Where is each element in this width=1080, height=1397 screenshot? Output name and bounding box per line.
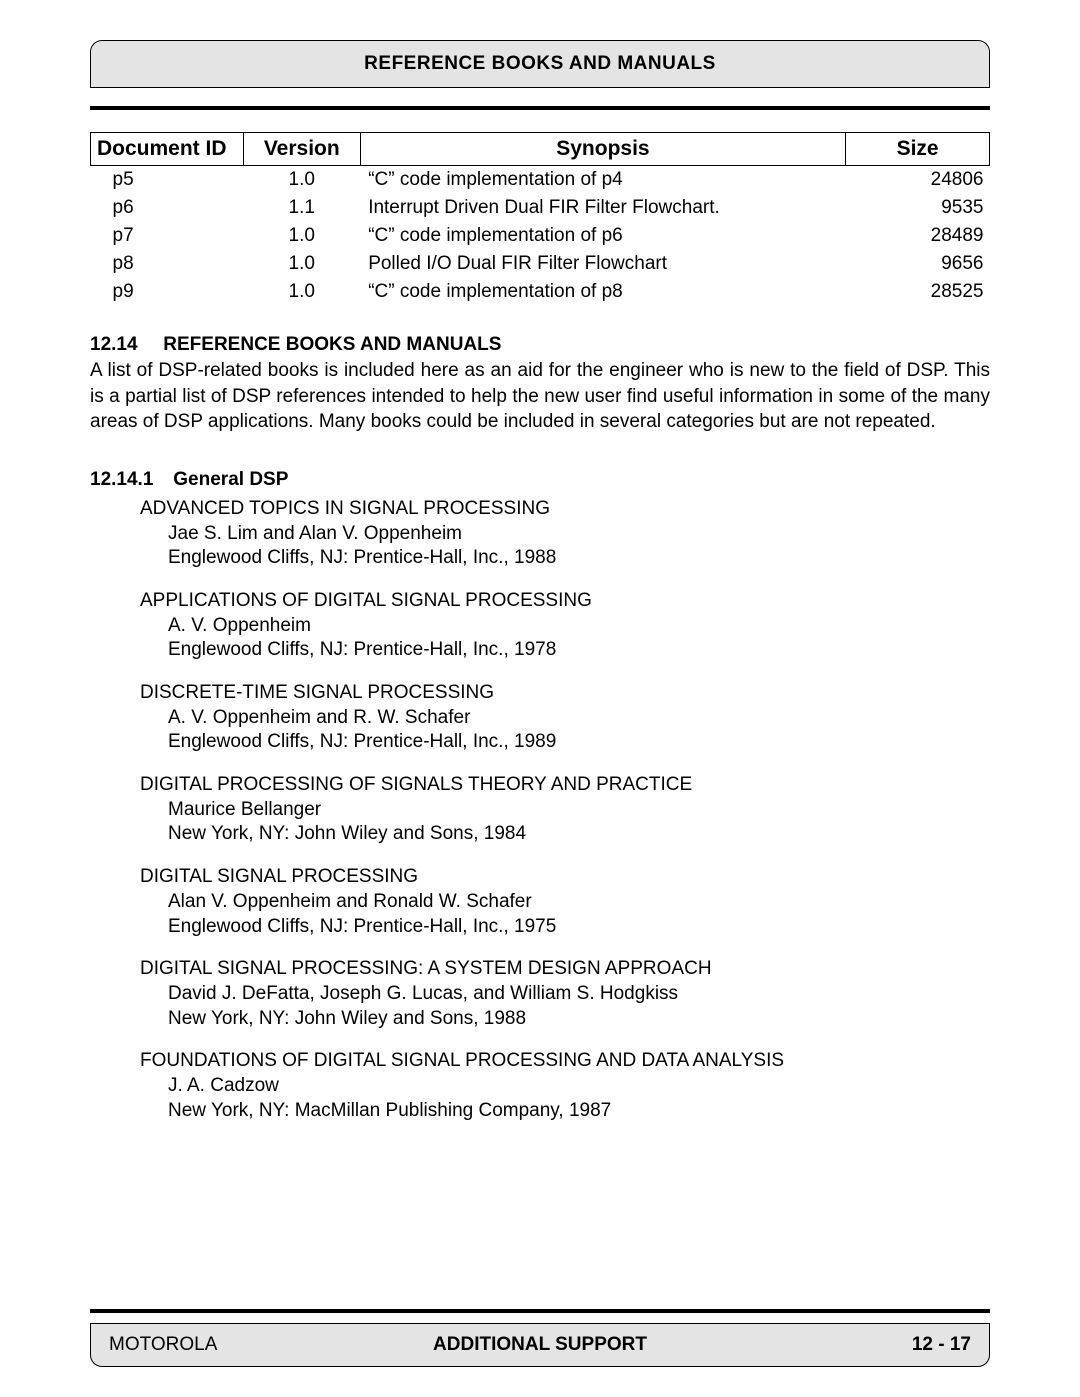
book-entry: DIGITAL SIGNAL PROCESSING: A SYSTEM DESI… [140, 957, 990, 1031]
cell-size: 9535 [846, 194, 990, 222]
book-author: A. V. Oppenheim [140, 614, 990, 639]
page-header: REFERENCE BOOKS AND MANUALS [90, 40, 990, 88]
book-title: ADVANCED TOPICS IN SIGNAL PROCESSING [140, 497, 990, 522]
document-table: Document ID Version Synopsis Size p5 1.0… [90, 132, 990, 306]
page-header-title: REFERENCE BOOKS AND MANUALS [364, 53, 716, 74]
book-pub: Englewood Cliffs, NJ: Prentice-Hall, Inc… [140, 730, 990, 755]
subsection-number: 12.14.1 [90, 469, 168, 491]
book-entry: FOUNDATIONS OF DIGITAL SIGNAL PROCESSING… [140, 1049, 990, 1123]
book-entry: DIGITAL SIGNAL PROCESSING Alan V. Oppenh… [140, 865, 990, 939]
book-pub: New York, NY: MacMillan Publishing Compa… [140, 1099, 990, 1124]
section-heading: 12.14 REFERENCE BOOKS AND MANUALS [90, 334, 990, 356]
book-entry: APPLICATIONS OF DIGITAL SIGNAL PROCESSIN… [140, 589, 990, 663]
bottom-rule [90, 1309, 990, 1313]
book-pub: New York, NY: John Wiley and Sons, 1988 [140, 1007, 990, 1032]
book-author: A. V. Oppenheim and R. W. Schafer [140, 706, 990, 731]
subsection-heading: 12.14.1 General DSP [90, 469, 990, 491]
cell-syn: Polled I/O Dual FIR Filter Flowchart [360, 250, 845, 278]
book-author: Alan V. Oppenheim and Ronald W. Schafer [140, 890, 990, 915]
col-header-syn: Synopsis [360, 133, 845, 166]
cell-ver: 1.0 [243, 278, 360, 306]
book-author: David J. DeFatta, Joseph G. Lucas, and W… [140, 982, 990, 1007]
book-author: Jae S. Lim and Alan V. Oppenheim [140, 522, 990, 547]
table-row: p6 1.1 Interrupt Driven Dual FIR Filter … [91, 194, 990, 222]
book-pub: Englewood Cliffs, NJ: Prentice-Hall, Inc… [140, 638, 990, 663]
book-pub: Englewood Cliffs, NJ: Prentice-Hall, Inc… [140, 915, 990, 940]
table-row: p8 1.0 Polled I/O Dual FIR Filter Flowch… [91, 250, 990, 278]
footer-area: MOTOROLA ADDITIONAL SUPPORT 12 - 17 [90, 1309, 990, 1367]
book-entry: DIGITAL PROCESSING OF SIGNALS THEORY AND… [140, 773, 990, 847]
book-pub: New York, NY: John Wiley and Sons, 1984 [140, 822, 990, 847]
col-header-ver: Version [243, 133, 360, 166]
book-title: DIGITAL SIGNAL PROCESSING [140, 865, 990, 890]
cell-size: 9656 [846, 250, 990, 278]
page: REFERENCE BOOKS AND MANUALS Document ID … [0, 0, 1080, 1397]
table-header-row: Document ID Version Synopsis Size [91, 133, 990, 166]
table-row: p5 1.0 “C” code implementation of p4 248… [91, 166, 990, 195]
cell-syn: “C” code implementation of p8 [360, 278, 845, 306]
cell-ver: 1.0 [243, 166, 360, 195]
footer-right: 12 - 17 [912, 1334, 971, 1356]
page-footer: MOTOROLA ADDITIONAL SUPPORT 12 - 17 [90, 1323, 990, 1367]
cell-id: p9 [91, 278, 244, 306]
cell-ver: 1.1 [243, 194, 360, 222]
book-entry: DISCRETE-TIME SIGNAL PROCESSING A. V. Op… [140, 681, 990, 755]
cell-id: p5 [91, 166, 244, 195]
book-list: ADVANCED TOPICS IN SIGNAL PROCESSING Jae… [90, 497, 990, 1123]
cell-id: p8 [91, 250, 244, 278]
book-title: FOUNDATIONS OF DIGITAL SIGNAL PROCESSING… [140, 1049, 990, 1074]
section-number: 12.14 [90, 334, 158, 356]
cell-id: p6 [91, 194, 244, 222]
book-title: APPLICATIONS OF DIGITAL SIGNAL PROCESSIN… [140, 589, 990, 614]
cell-syn: Interrupt Driven Dual FIR Filter Flowcha… [360, 194, 845, 222]
footer-center: ADDITIONAL SUPPORT [90, 1334, 990, 1356]
cell-ver: 1.0 [243, 250, 360, 278]
cell-size: 28489 [846, 222, 990, 250]
cell-id: p7 [91, 222, 244, 250]
book-author: J. A. Cadzow [140, 1074, 990, 1099]
col-header-size: Size [846, 133, 990, 166]
cell-syn: “C” code implementation of p4 [360, 166, 845, 195]
cell-syn: “C” code implementation of p6 [360, 222, 845, 250]
top-rule [90, 106, 990, 110]
book-author: Maurice Bellanger [140, 798, 990, 823]
cell-size: 28525 [846, 278, 990, 306]
col-header-id: Document ID [91, 133, 244, 166]
book-title: DIGITAL PROCESSING OF SIGNALS THEORY AND… [140, 773, 990, 798]
subsection-title: General DSP [173, 469, 288, 490]
section-title: REFERENCE BOOKS AND MANUALS [163, 334, 501, 355]
book-title: DIGITAL SIGNAL PROCESSING: A SYSTEM DESI… [140, 957, 990, 982]
footer-left: MOTOROLA [109, 1334, 217, 1356]
cell-size: 24806 [846, 166, 990, 195]
section-body: A list of DSP-related books is included … [90, 358, 990, 435]
table-row: p7 1.0 “C” code implementation of p6 284… [91, 222, 990, 250]
book-entry: ADVANCED TOPICS IN SIGNAL PROCESSING Jae… [140, 497, 990, 571]
cell-ver: 1.0 [243, 222, 360, 250]
book-title: DISCRETE-TIME SIGNAL PROCESSING [140, 681, 990, 706]
table-row: p9 1.0 “C” code implementation of p8 285… [91, 278, 990, 306]
book-pub: Englewood Cliffs, NJ: Prentice-Hall, Inc… [140, 546, 990, 571]
